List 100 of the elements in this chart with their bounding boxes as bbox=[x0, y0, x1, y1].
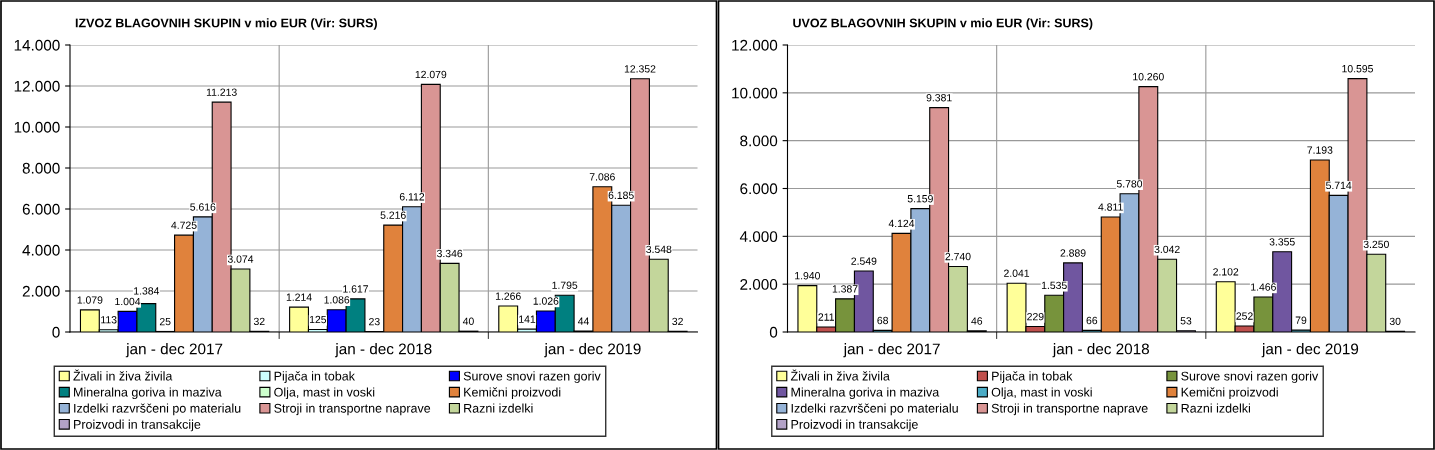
chart-title: IZVOZ BLAGOVNIH SKUPIN v mio EUR (Vir: SURS) bbox=[75, 18, 377, 30]
legend-label: Olja, mast in voski bbox=[274, 387, 375, 400]
y-tick-label: 4.000 bbox=[22, 244, 60, 256]
data-label: 68 bbox=[877, 316, 889, 325]
data-label: 3.042 bbox=[1154, 245, 1180, 254]
data-label: 32 bbox=[672, 317, 683, 326]
data-label: 53 bbox=[1180, 317, 1192, 325]
data-label: 2.549 bbox=[851, 257, 877, 265]
data-label: 1.266 bbox=[495, 292, 521, 300]
data-label: 9.381 bbox=[926, 94, 952, 102]
data-label: 1.795 bbox=[552, 281, 578, 289]
data-label: 113 bbox=[101, 316, 117, 324]
data-label: 252 bbox=[1236, 312, 1253, 320]
legend-label: Izdelki razvrščeni po materialu bbox=[74, 403, 241, 416]
data-label: 4.725 bbox=[171, 221, 197, 229]
y-tick-label: 10.000 bbox=[14, 121, 60, 133]
data-label: 79 bbox=[1295, 316, 1307, 324]
data-label: 211 bbox=[818, 313, 834, 321]
data-label: 3.548 bbox=[646, 245, 672, 254]
x-tick-label: jan - dec 2017 bbox=[843, 343, 940, 358]
data-label: 5.159 bbox=[907, 195, 933, 203]
data-label: 1.617 bbox=[343, 285, 369, 293]
y-tick-label: 2.000 bbox=[22, 285, 60, 297]
legend-label: Izdelki razvrščeni po materialu bbox=[791, 403, 958, 416]
data-label: 5.714 bbox=[1326, 181, 1352, 190]
legend-label: Stroji in transportne naprave bbox=[274, 403, 431, 416]
data-label: 1.026 bbox=[533, 297, 559, 305]
data-label: 3.355 bbox=[1269, 238, 1295, 246]
data-label: 25 bbox=[159, 317, 171, 326]
data-label: 7.086 bbox=[589, 173, 615, 181]
data-label: 141 bbox=[519, 315, 536, 323]
legend-label: Pijača in tobak bbox=[992, 371, 1073, 383]
y-tick-label: 12.000 bbox=[14, 80, 60, 92]
legend-label: Razni izdelki bbox=[1181, 403, 1250, 413]
y-tick-label: 8.000 bbox=[22, 162, 60, 174]
data-label: 1.466 bbox=[1251, 283, 1276, 291]
data-label: 66 bbox=[1086, 316, 1098, 325]
data-label: 10.260 bbox=[1133, 73, 1164, 81]
legend-label: Živali in živa živila bbox=[73, 369, 173, 381]
data-label: 1.940 bbox=[795, 272, 820, 280]
y-tick-label: 6.000 bbox=[22, 203, 60, 215]
y-tick-label: 10.000 bbox=[732, 87, 778, 99]
data-label: 1.086 bbox=[324, 296, 350, 304]
legend-label: Surove snovi razen goriv bbox=[1181, 371, 1319, 383]
y-tick-label: 0 bbox=[52, 326, 60, 338]
chart-title: UVOZ BLAGOVNIH SKUPIN v mio EUR (Vir: SURS) bbox=[793, 18, 1093, 30]
y-tick-label: 8.000 bbox=[740, 135, 778, 147]
data-label: 12.352 bbox=[624, 65, 656, 73]
y-tick-label: 6.000 bbox=[740, 183, 778, 195]
data-label: 23 bbox=[369, 317, 380, 326]
data-label: 4.124 bbox=[888, 219, 915, 228]
x-tick-label: jan - dec 2019 bbox=[1261, 343, 1359, 358]
data-label: 30 bbox=[1389, 317, 1401, 326]
data-label: 1.535 bbox=[1041, 281, 1067, 290]
x-tick-label: jan - dec 2018 bbox=[1052, 343, 1149, 358]
legend-label: Kemični proizvodi bbox=[1181, 387, 1278, 400]
x-tick-label: jan - dec 2018 bbox=[334, 343, 432, 358]
data-label: 46 bbox=[971, 317, 983, 325]
legend-label: Živali in živa živila bbox=[790, 369, 890, 381]
data-label: 229 bbox=[1027, 312, 1044, 321]
legend-label: Mineralna goriva in maziva bbox=[74, 387, 222, 400]
data-label: 2.889 bbox=[1060, 249, 1086, 257]
data-label: 2.740 bbox=[945, 252, 971, 261]
legend-label: Pijača in tobak bbox=[274, 371, 355, 383]
legend-label: Razni izdelki bbox=[464, 403, 533, 413]
data-label: 125 bbox=[309, 315, 327, 324]
data-label: 3.346 bbox=[437, 249, 463, 258]
data-label: 10.595 bbox=[1342, 65, 1373, 73]
data-label: 1.214 bbox=[286, 293, 312, 301]
data-label: 11.213 bbox=[206, 88, 237, 96]
x-tick-label: jan - dec 2019 bbox=[544, 343, 641, 358]
legend-label: Olja, mast in voski bbox=[991, 387, 1092, 400]
y-tick-label: 12.000 bbox=[732, 39, 778, 51]
y-tick-label: 0 bbox=[769, 326, 778, 338]
data-label: 1.384 bbox=[134, 287, 160, 295]
data-label: 6.185 bbox=[608, 191, 634, 199]
legend-label: Mineralna goriva in maziva bbox=[791, 387, 940, 400]
x-tick-label: jan - dec 2017 bbox=[125, 343, 223, 358]
data-label: 12.079 bbox=[415, 70, 447, 79]
data-label: 3.074 bbox=[227, 255, 254, 263]
legend-label: Kemični proizvodi bbox=[464, 387, 561, 400]
data-label: 4.811 bbox=[1098, 203, 1123, 211]
y-tick-label: 14.000 bbox=[14, 39, 60, 51]
data-label: 7.193 bbox=[1307, 146, 1333, 154]
data-label: 32 bbox=[253, 317, 265, 326]
data-label: 2.041 bbox=[1004, 269, 1030, 277]
data-label: 44 bbox=[577, 317, 589, 325]
data-label: 5.616 bbox=[190, 203, 216, 211]
data-label: 40 bbox=[462, 317, 474, 325]
legend-label: Surove snovi razen goriv bbox=[463, 371, 601, 383]
data-label: 1.079 bbox=[77, 296, 103, 304]
y-tick-label: 4.000 bbox=[739, 231, 778, 243]
data-label: 1.004 bbox=[115, 297, 141, 306]
data-label: 3.250 bbox=[1363, 240, 1389, 249]
data-label: 5.780 bbox=[1116, 180, 1143, 188]
data-label: 2.102 bbox=[1213, 268, 1239, 276]
data-label: 6.112 bbox=[399, 193, 425, 201]
data-label: 5.216 bbox=[380, 211, 406, 219]
legend-label: Proizvodi in transakcije bbox=[74, 419, 201, 432]
legend-label: Proizvodi in transakcije bbox=[791, 419, 918, 432]
